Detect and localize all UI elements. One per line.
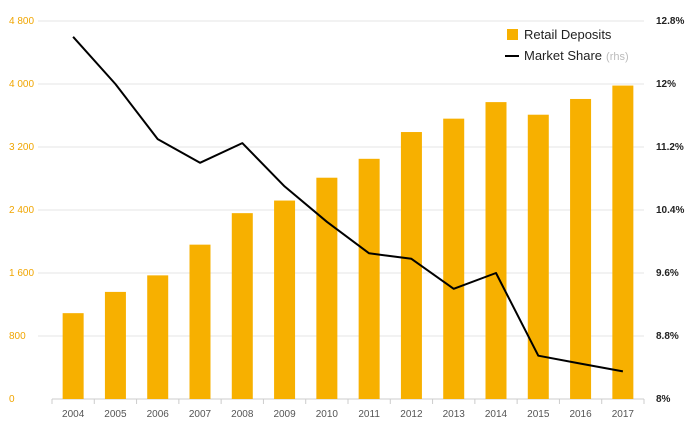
bar-2010 (316, 177, 338, 399)
x-tick-label: 2009 (273, 409, 296, 420)
bar-2013 (443, 118, 465, 400)
x-tick-label: 2011 (358, 409, 380, 420)
x-tick-label: 2016 (569, 409, 592, 420)
bar-2014 (485, 102, 507, 400)
bar-2005 (104, 291, 126, 399)
bar-2012 (400, 132, 422, 399)
x-tick-label: 2008 (231, 409, 254, 420)
bar-2007 (189, 244, 211, 399)
legend-line-suffix: (rhs) (606, 51, 629, 63)
legend: Retail Deposits Market Share (rhs) (505, 27, 629, 63)
right-tick-label: 11.2% (656, 142, 684, 153)
x-tick-label: 2005 (104, 409, 127, 420)
legend-line-label: Market Share (524, 48, 602, 63)
gridlines (38, 20, 644, 400)
left-tick-label: 3 200 (9, 142, 34, 153)
left-tick-label: 0 (9, 394, 15, 405)
bar-2011 (358, 158, 380, 399)
x-axis: 2004 2005 2006 2007 2008 2009 2010 2011 2012 2013… (51, 399, 645, 420)
x-tick-label: 2010 (316, 409, 339, 420)
x-tick-label: 2015 (527, 409, 550, 420)
bar-2008 (231, 213, 253, 399)
x-tick-label: 2013 (443, 409, 466, 420)
left-axis: 0 800 1 600 2 400 3 200 4 000 4 800 (9, 16, 34, 405)
bar-2015 (527, 114, 549, 400)
right-axis: 8% 8.8% 9.6% 10.4% 11.2% 12% 12.8% (656, 16, 684, 405)
x-tick-label: 2004 (62, 409, 85, 420)
left-tick-label: 800 (9, 331, 26, 342)
left-tick-label: 1 600 (9, 268, 34, 279)
bar-2017 (612, 85, 634, 399)
bar-series (62, 85, 634, 400)
right-tick-label: 9.6% (656, 268, 679, 279)
x-tick-label: 2012 (400, 409, 423, 420)
right-tick-label: 12.8% (656, 16, 684, 27)
right-tick-label: 8.8% (656, 331, 679, 342)
bar-2006 (147, 275, 169, 399)
left-tick-label: 4 800 (9, 16, 34, 27)
bar-2009 (274, 200, 296, 399)
left-tick-label: 4 000 (9, 79, 34, 90)
legend-line-text: Market Share (rhs) (524, 48, 629, 63)
right-tick-label: 12% (656, 79, 676, 90)
bar-2016 (570, 98, 592, 400)
bar-2004 (62, 313, 84, 399)
x-tick-label: 2014 (485, 409, 508, 420)
legend-bar-label: Retail Deposits (524, 27, 612, 42)
right-tick-label: 10.4% (656, 205, 684, 216)
line-series (72, 36, 624, 373)
left-tick-label: 2 400 (9, 205, 34, 216)
x-tick-label: 2006 (147, 409, 170, 420)
x-tick-label: 2007 (189, 409, 212, 420)
legend-bar-swatch (507, 29, 518, 40)
x-tick-label: 2017 (612, 409, 635, 420)
market-share-line (72, 36, 624, 373)
right-tick-label: 8% (656, 394, 671, 405)
